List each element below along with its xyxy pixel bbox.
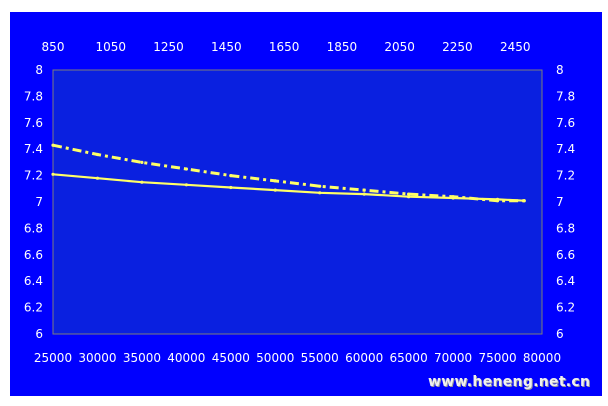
data-point <box>522 199 526 203</box>
y-tick-label-left: 6.6 <box>24 248 43 262</box>
data-point <box>318 184 322 188</box>
data-point <box>229 185 233 190</box>
y-tick-label-right: 6.2 <box>556 301 575 315</box>
y-tick-label-right: 7.8 <box>556 89 575 103</box>
y-axis-left: 6 6.2 6.4 6.6 6.8 7 7.2 7.4 7.6 7.8 8 <box>24 63 43 341</box>
x-tick-label-top: 1450 <box>211 40 242 54</box>
y-tick-label-left: 7 <box>35 195 43 209</box>
x-tick-label-bottom: 55000 <box>301 351 339 365</box>
y-tick-label-right: 7.4 <box>556 142 575 156</box>
y-axis-right: 6 6.2 6.4 6.6 6.8 7 7.2 7.4 7.6 7.8 8 <box>556 63 575 341</box>
x-tick-label-top: 2450 <box>500 40 531 54</box>
x-tick-label-top: 1650 <box>269 40 300 54</box>
data-point <box>407 192 411 196</box>
data-point <box>184 183 188 187</box>
data-point <box>95 152 100 157</box>
y-tick-label-left: 6.2 <box>24 301 43 315</box>
y-tick-label-right: 6.8 <box>556 221 575 235</box>
data-point <box>51 143 55 147</box>
y-tick-label-right: 7.2 <box>556 169 575 183</box>
data-point <box>273 188 277 192</box>
x-tick-label-top: 2250 <box>442 40 473 54</box>
watermark-text: www.heneng.net.cn <box>428 374 591 390</box>
data-point <box>140 160 144 164</box>
y-tick-label-left: 7.4 <box>24 142 43 156</box>
data-point <box>318 191 322 195</box>
y-tick-label-right: 7 <box>556 195 564 209</box>
y-tick-label-left: 7.2 <box>24 169 43 183</box>
y-tick-label-left: 8 <box>35 63 43 77</box>
data-point <box>229 174 233 178</box>
y-tick-label-left: 6.8 <box>24 221 43 235</box>
x-tick-label-bottom: 40000 <box>167 351 205 365</box>
series-line-1 <box>52 143 525 203</box>
data-point <box>51 172 55 176</box>
x-tick-label-bottom: 80000 <box>523 351 561 365</box>
x-tick-label-top: 1250 <box>153 40 184 54</box>
x-tick-label-bottom: 60000 <box>345 351 383 365</box>
x-tick-label-bottom: 70000 <box>434 351 472 365</box>
y-tick-label-left: 6.4 <box>24 274 43 288</box>
series-line-2 <box>52 173 525 202</box>
data-point <box>451 196 455 200</box>
x-axis-top: 850 1050 1250 1450 1650 1850 2050 2250 2450 <box>42 40 531 54</box>
x-tick-label-bottom: 65000 <box>390 351 428 365</box>
data-point <box>495 197 500 201</box>
y-tick-label-right: 6.6 <box>556 248 575 262</box>
y-tick-label-left: 7.8 <box>24 89 43 103</box>
data-point <box>95 176 100 180</box>
series-layer <box>51 143 526 203</box>
y-tick-label-right: 6.4 <box>556 274 575 288</box>
x-tick-label-bottom: 75000 <box>478 351 516 365</box>
y-tick-label-left: 6 <box>35 327 43 341</box>
x-tick-label-bottom: 35000 <box>123 351 161 365</box>
y-tick-label-right: 8 <box>556 63 564 77</box>
x-tick-label-bottom: 50000 <box>256 351 294 365</box>
x-tick-label-top: 850 <box>42 40 65 54</box>
x-axis-bottom: 25000 30000 35000 40000 45000 50000 55000 60000… <box>34 351 561 365</box>
x-tick-label-top: 2050 <box>384 40 415 54</box>
data-point <box>273 179 277 183</box>
data-point <box>184 167 188 171</box>
x-tick-label-top: 1050 <box>96 40 127 54</box>
data-point <box>140 180 144 184</box>
x-tick-label-bottom: 30000 <box>78 351 116 365</box>
y-tick-label-right: 6 <box>556 327 564 341</box>
data-point <box>362 192 366 196</box>
y-tick-label-left: 7.6 <box>24 116 43 130</box>
y-tick-label-right: 7.6 <box>556 116 575 130</box>
plot-area <box>52 69 543 335</box>
x-tick-label-top: 1850 <box>327 40 358 54</box>
x-tick-label-bottom: 45000 <box>212 351 250 365</box>
x-tick-label-bottom: 25000 <box>34 351 72 365</box>
data-point <box>407 195 411 199</box>
data-point <box>362 188 366 192</box>
